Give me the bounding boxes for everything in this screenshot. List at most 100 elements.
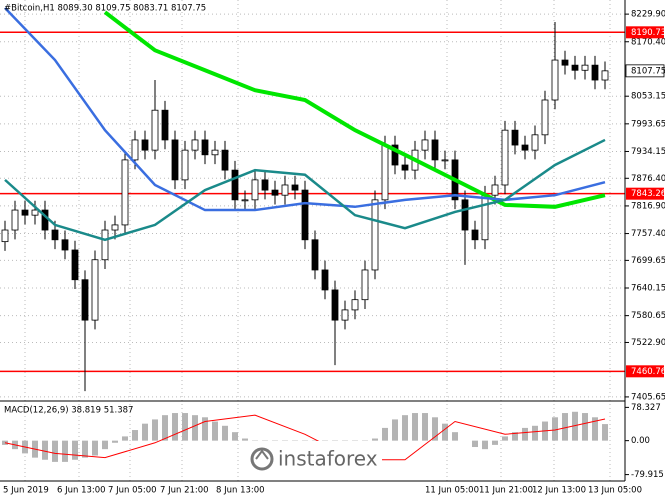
- candle-body: [91, 259, 99, 321]
- candle-body: [331, 289, 339, 321]
- candle-body: [281, 184, 289, 196]
- candle-body: [11, 209, 19, 231]
- candle-body: [31, 209, 39, 216]
- price-pane: [0, 7, 625, 392]
- x-tick-label: 11 Jun 21:00: [479, 486, 533, 496]
- candle-body: [111, 224, 119, 231]
- macd-bar: [492, 440, 498, 445]
- candle-body: [561, 59, 569, 66]
- candle-body: [341, 309, 349, 321]
- macd-bar: [482, 440, 488, 450]
- watermark-icon: [255, 449, 269, 460]
- macd-bar: [582, 413, 588, 441]
- last-price-tag: [625, 64, 665, 78]
- x-tick-label: 11 Jun 05:00: [425, 486, 479, 496]
- candle-body: [581, 64, 589, 71]
- macd-bar: [572, 411, 578, 441]
- macd-bar: [212, 421, 218, 441]
- candle-body: [21, 209, 29, 216]
- candle-body: [601, 70, 609, 81]
- x-tick-label: 12 Jun 13:00: [532, 486, 586, 496]
- watermark-icon: [250, 447, 274, 471]
- x-tick-label: 7 Jun 05:00: [108, 486, 157, 496]
- level-label: 7843.26: [631, 189, 665, 199]
- moving-average: [103, 10, 606, 209]
- moving-average: [4, 138, 606, 242]
- macd-bar: [592, 417, 598, 441]
- candle-body: [391, 144, 399, 166]
- y-tick-label: 7699.65: [631, 256, 665, 266]
- macd-label: MACD(12,26,9) 38.819 51.387: [4, 406, 133, 416]
- chart-header: #Bitcoin,H1 8089.30 8109.75 8083.71 8107…: [4, 4, 206, 14]
- candle-body: [191, 139, 199, 151]
- macd-bar: [182, 413, 188, 441]
- macd-bar: [82, 440, 88, 458]
- macd-bar: [392, 419, 398, 441]
- macd-bar: [412, 413, 418, 441]
- macd-bar: [102, 440, 108, 450]
- x-tick-label: 13 Jun 05:00: [588, 486, 642, 496]
- macd-bar: [532, 425, 538, 441]
- level-tag: [626, 26, 664, 39]
- candle-body: [351, 299, 359, 311]
- macd-bar: [512, 432, 518, 441]
- watermark-box: [242, 441, 382, 477]
- macd-bar: [72, 440, 78, 460]
- axes: [0, 0, 626, 482]
- candle-body: [1, 229, 9, 243]
- candle-body: [591, 64, 599, 81]
- watermark: instaforex: [242, 441, 382, 477]
- macd-bar: [132, 430, 138, 441]
- labels: 8229.90 8170.40 8053.15 7993.65 7934.15 7876.…: [3, 10, 665, 496]
- candle-body: [131, 139, 139, 161]
- macd-bar: [602, 424, 608, 441]
- candle-body: [311, 239, 319, 271]
- macd-bar: [522, 427, 528, 441]
- y-tick-label: 7934.15: [631, 147, 665, 157]
- y-tick-label: 7757.40: [631, 229, 665, 239]
- macd-signal: [4, 414, 606, 461]
- y-tick-label: 7580.65: [631, 311, 665, 321]
- watermark-text: instaforex: [278, 447, 378, 471]
- x-tick-label: 6 Jun 13:00: [57, 486, 106, 496]
- candle-body: [371, 199, 379, 271]
- x-tick-label: 8 Jun 13:00: [216, 486, 265, 496]
- candle-body: [231, 169, 239, 201]
- y-tick-label: -79.915: [631, 470, 664, 480]
- macd-bar: [202, 417, 208, 441]
- candle-body: [481, 194, 489, 241]
- candle-body: [471, 229, 479, 241]
- macd-bar: [402, 415, 408, 441]
- level-label: 7460.76: [631, 367, 665, 377]
- candle-body: [501, 129, 509, 186]
- macd-bar: [442, 423, 448, 441]
- candle-body: [51, 229, 59, 241]
- candle-body: [71, 249, 79, 281]
- y-tick-label: 0.00: [631, 436, 650, 446]
- candle-body: [461, 199, 469, 231]
- candle-body: [61, 239, 69, 251]
- macd-bar: [52, 440, 58, 462]
- y-tick-label: 8170.40: [631, 37, 665, 47]
- y-tick-label: 78.327: [631, 403, 661, 413]
- candle-body: [271, 189, 279, 196]
- candle-body: [381, 144, 389, 201]
- y-tick-label: 8053.15: [631, 92, 665, 102]
- macd-bar: [222, 425, 228, 441]
- x-tick-label: 5 Jun 2019: [3, 486, 49, 496]
- candle-body: [101, 229, 109, 261]
- candle-body: [81, 279, 89, 321]
- candle-body: [431, 139, 439, 161]
- y-tick-label: 7522.90: [631, 338, 665, 348]
- candle-body: [491, 184, 499, 196]
- y-tick-label: 8229.90: [631, 10, 665, 20]
- level-tag: [626, 365, 664, 378]
- candle-body: [301, 189, 309, 241]
- macd-bar: [192, 415, 198, 441]
- candle-body: [161, 109, 169, 141]
- candle-body: [201, 139, 209, 156]
- y-tick-label: 7816.90: [631, 201, 665, 211]
- candle-body: [121, 159, 129, 226]
- candle-body: [171, 139, 179, 181]
